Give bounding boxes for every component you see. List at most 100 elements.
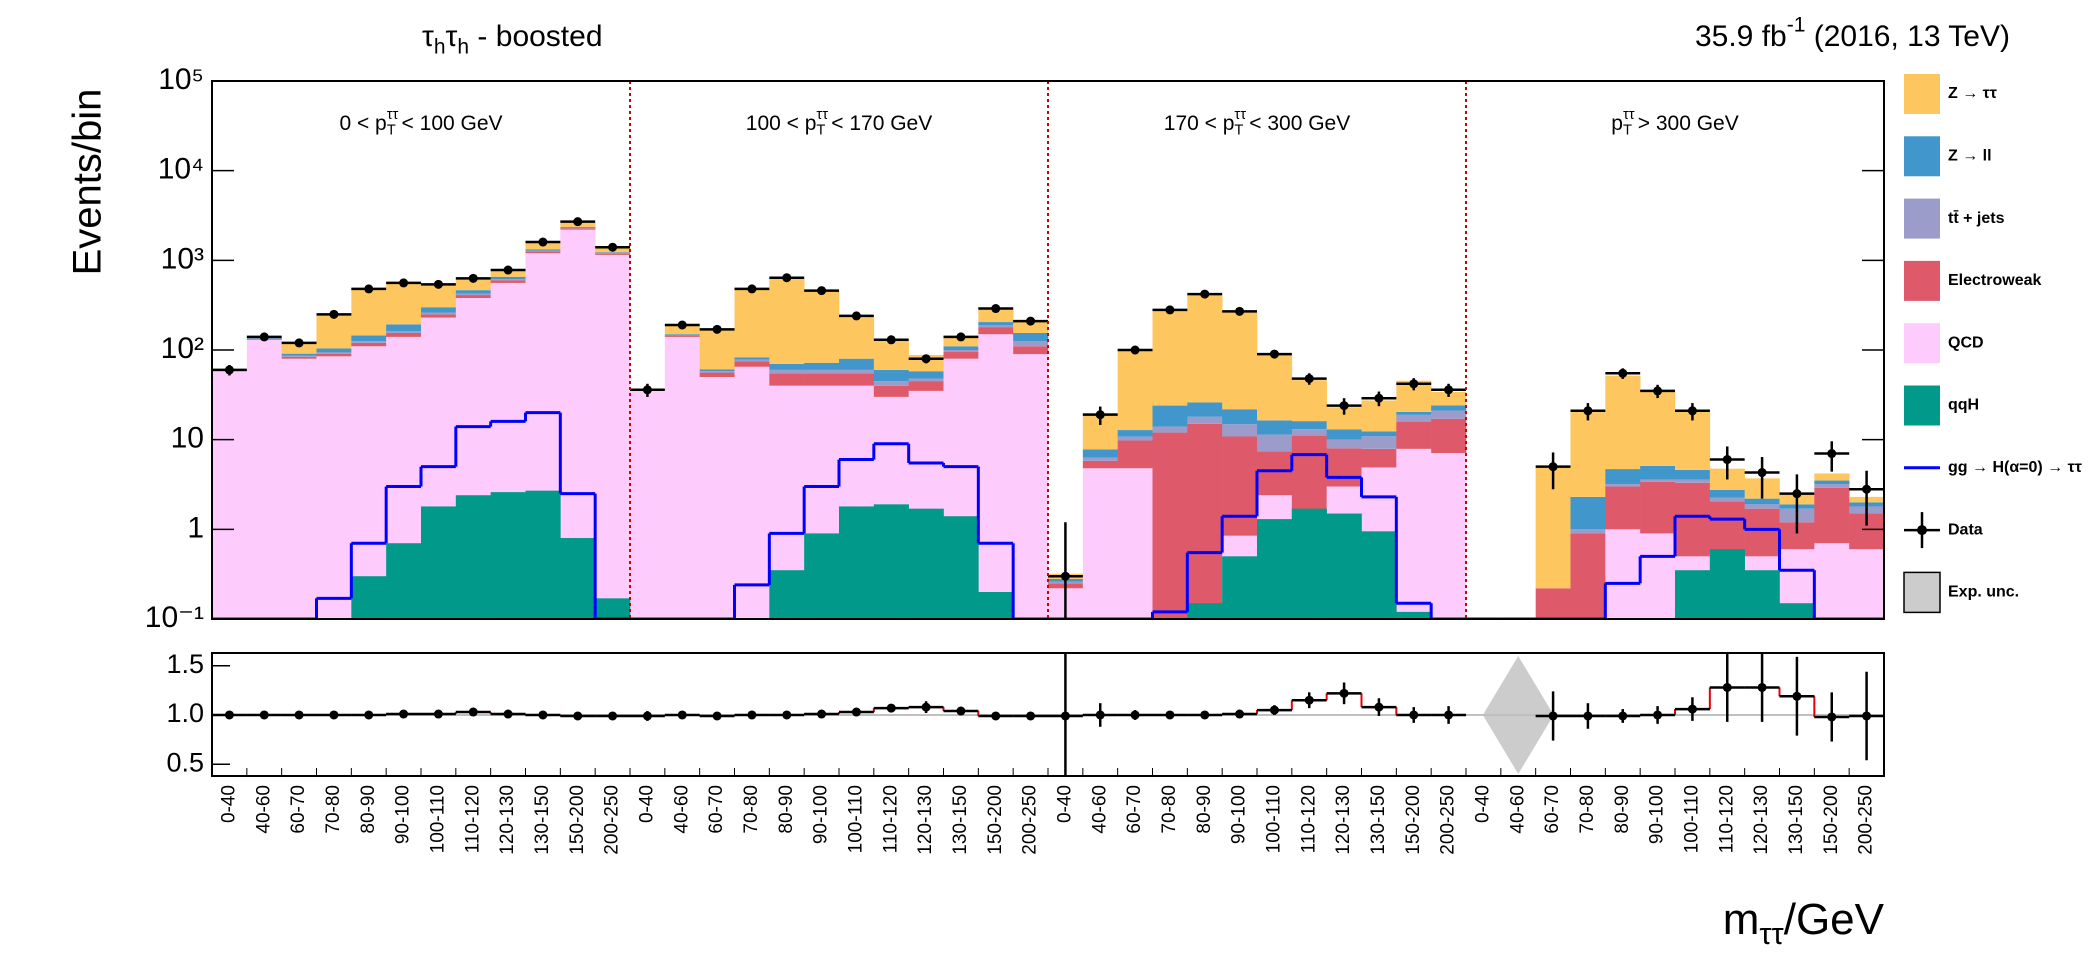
- signal-bar: [421, 506, 457, 619]
- stack-bar: [839, 358, 875, 370]
- ratio-point: [817, 709, 827, 719]
- ratio-point: [1304, 695, 1314, 705]
- stack-bar: [1222, 312, 1258, 410]
- region-label: 100 < pττ T < 170 GeV: [746, 107, 932, 139]
- ratio-point: [608, 711, 618, 721]
- signal-bar: [1640, 619, 1675, 669]
- x-tick-label: 100-110: [1263, 785, 1284, 853]
- stack-bar: [1605, 484, 1641, 487]
- signal-bar: [1744, 570, 1780, 619]
- stack-bar: [1744, 498, 1780, 505]
- stack-bar: [490, 279, 526, 281]
- signal-bar: [1779, 603, 1815, 619]
- x-tick-label: 200-250: [1438, 785, 1459, 855]
- ratio-point: [468, 707, 478, 717]
- legend-label: tt̄ + jets: [1948, 208, 2005, 226]
- stack-bar: [386, 324, 422, 331]
- ratio-point: [1757, 682, 1767, 692]
- signal-bar: [1257, 519, 1293, 619]
- signal-bar: [804, 533, 840, 619]
- ratio-point: [747, 710, 757, 720]
- text-part: ττ: [1759, 916, 1783, 951]
- data-point: [712, 324, 722, 334]
- stack-bar: [595, 252, 631, 254]
- stack-bar: [1640, 465, 1676, 480]
- stack-bar: [1082, 457, 1118, 461]
- x-tick-label: 130-150: [1368, 785, 1389, 855]
- stack-bar: [281, 358, 317, 619]
- data-point: [1235, 306, 1245, 316]
- x-tick-label: 90-100: [1229, 785, 1250, 844]
- ratio-point: [921, 702, 931, 712]
- stack-bar: [1082, 449, 1118, 458]
- chart-title: τhτh - boosted: [422, 20, 603, 58]
- x-tick-label: 110-120: [462, 785, 483, 853]
- stack-bar: [804, 369, 840, 374]
- data-point: [1165, 305, 1175, 315]
- stack-bar: [1291, 380, 1327, 422]
- stack-bar: [664, 335, 700, 337]
- stack-bar: [421, 283, 457, 308]
- stack-bar: [1361, 448, 1397, 468]
- stack-bar: [1605, 486, 1641, 530]
- stack-bar: [1709, 497, 1745, 502]
- x-tick-label: 80-90: [358, 785, 379, 834]
- x-tick-label: 100-110: [427, 785, 448, 853]
- data-point: [503, 265, 513, 275]
- stack-bar: [490, 276, 526, 280]
- x-axis-label: mττ/GeV: [1723, 895, 1885, 952]
- signal-bar: [525, 490, 561, 619]
- stack-bar: [1187, 423, 1223, 619]
- data-point: [538, 237, 548, 247]
- stack-bar: [351, 288, 387, 336]
- stack-bar: [769, 363, 805, 370]
- ratio-point: [1687, 704, 1697, 714]
- signal-bar: [1187, 603, 1223, 619]
- x-tick-label: 120-130: [1333, 785, 1354, 855]
- data-point: [1200, 289, 1210, 299]
- stack-bar: [1570, 533, 1606, 619]
- stack-bar: [525, 250, 561, 252]
- text-part: < 300 GeV: [1243, 112, 1350, 135]
- stack-bar: [908, 381, 944, 391]
- stack-bar: [978, 334, 1014, 619]
- stack-bar: [1675, 482, 1711, 557]
- stack-bar: [351, 335, 387, 342]
- stack-bar: [1605, 469, 1641, 485]
- ratio-point: [1269, 705, 1279, 715]
- data-point: [433, 279, 443, 289]
- ratio-point: [1339, 688, 1349, 698]
- ratio-point: [712, 711, 722, 721]
- stack-bar: [455, 290, 491, 294]
- data-point: [1130, 345, 1140, 355]
- stack-bar: [1117, 350, 1153, 431]
- stack-bar: [1814, 484, 1850, 488]
- stack-bar: [978, 327, 1014, 335]
- ratio-point: [503, 709, 513, 719]
- legend-label: Data: [1948, 521, 1983, 538]
- stack-bar: [1814, 487, 1850, 544]
- stack-bar: [1814, 543, 1850, 619]
- x-tick-label: 120-130: [497, 785, 518, 855]
- data-point: [1722, 455, 1732, 465]
- ratio-point: [399, 709, 409, 719]
- stack-bar: [839, 369, 875, 374]
- stack-bar: [769, 373, 805, 386]
- data-point: [1653, 386, 1663, 396]
- data-point: [1792, 489, 1802, 499]
- x-tick-label: 0-40: [636, 785, 657, 823]
- text-part: 0 < p: [339, 112, 386, 135]
- lumi-label: 35.9 fb-1 (2016, 13 TeV): [1695, 13, 2010, 53]
- text-part: > 300 GeV: [1632, 112, 1739, 135]
- text-part: T: [387, 123, 396, 139]
- x-tick-label: 70-80: [741, 785, 762, 834]
- data-point: [991, 304, 1001, 314]
- ratio-point: [1165, 710, 1175, 720]
- data-point: [573, 217, 583, 227]
- signal-bar: [1361, 531, 1397, 619]
- stack-bar: [908, 371, 944, 379]
- stack-bar: [281, 353, 317, 356]
- stack-bar: [212, 371, 248, 619]
- ratio-point: [294, 710, 304, 720]
